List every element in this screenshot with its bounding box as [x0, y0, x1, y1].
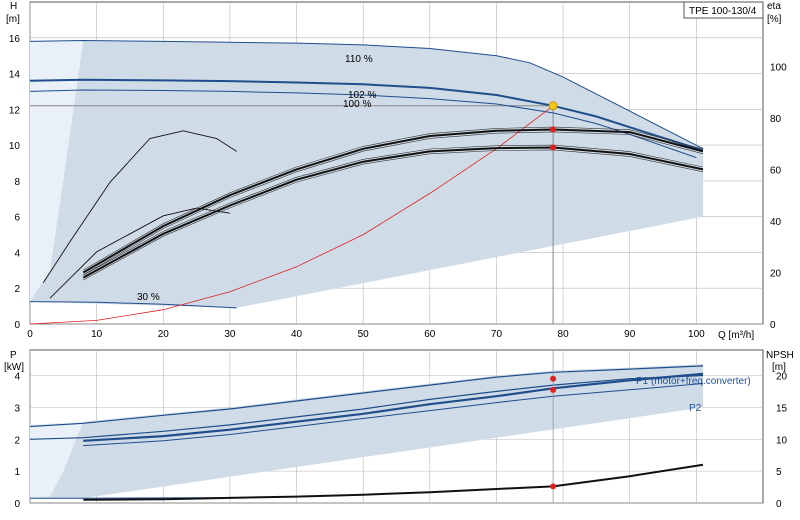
- top-x-label: Q [m³/h]: [718, 330, 754, 341]
- y-tick-label-h: 4: [14, 248, 20, 259]
- curve-30: [29, 301, 237, 309]
- y2-tick-label-eta: 80: [770, 114, 782, 125]
- eta-strand: [83, 131, 704, 276]
- y2-tick-label-eta: 0: [770, 320, 776, 331]
- p2-marker: [550, 386, 557, 393]
- y-tick-label-h: 16: [9, 34, 21, 45]
- npsh-marker: [550, 483, 557, 490]
- y-tick-label-p: 0: [14, 499, 20, 510]
- bottom-y-label-unit: [kW]: [4, 362, 24, 373]
- curve-102: [29, 78, 704, 152]
- eta-marker-lower: [550, 144, 557, 151]
- curve-100: [29, 89, 697, 159]
- top-curves: [29, 39, 704, 325]
- model-label: TPE 100-130/4: [689, 6, 757, 17]
- top-y2-label-symbol: eta: [767, 1, 781, 12]
- x-tick-label: 10: [91, 329, 103, 340]
- y-tick-label-p: 4: [14, 372, 20, 383]
- y-tick-label-h: 10: [9, 141, 21, 152]
- x-tick-label: 60: [424, 329, 436, 340]
- x-tick-label: 40: [291, 329, 303, 340]
- bottom-y2-label-unit: [m]: [772, 362, 786, 373]
- y-tick-label-h: 8: [14, 177, 20, 188]
- axis-ticks: 0 10 20 30 40 50 60 70 80 90 100024681012141602040…: [9, 34, 788, 510]
- x-tick-label: 30: [224, 329, 236, 340]
- y2-tick-label-npsh: 10: [776, 435, 788, 446]
- curve-label-100: 100 %: [343, 99, 371, 110]
- x-tick-label: 80: [558, 329, 570, 340]
- duty-point-marker: [548, 101, 558, 111]
- eta-strand: [83, 126, 704, 271]
- y-tick-label-p: 2: [14, 435, 20, 446]
- y2-tick-label-eta: 20: [770, 268, 782, 279]
- curve-label-102: 102 %: [348, 90, 376, 101]
- model-box: [683, 1, 764, 19]
- x-tick-label: 50: [358, 329, 370, 340]
- bottom-curves: [29, 350, 704, 503]
- curve-label-30: 30 %: [137, 292, 160, 303]
- eta-curve-lower: [82, 146, 704, 279]
- y2-tick-label-npsh: 20: [776, 372, 788, 383]
- envelope-light-bottom: [30, 421, 84, 499]
- y2-tick-label-npsh: 0: [776, 499, 782, 510]
- power-curve-4: [83, 383, 704, 447]
- y2-tick-label-npsh: 5: [776, 467, 782, 478]
- y-tick-label-p: 1: [14, 467, 20, 478]
- y2-tick-label-eta: 40: [770, 217, 782, 228]
- bottom-y2-label-symbol: NPSH: [766, 350, 794, 361]
- x-tick-label: 0: [27, 329, 33, 340]
- y-tick-label-h: 2: [14, 284, 20, 295]
- curve-110: [29, 39, 704, 150]
- y-tick-label-h: 12: [9, 105, 21, 116]
- y-tick-label-h: 0: [14, 320, 20, 331]
- series-label-p2: P2: [689, 403, 702, 414]
- x-tick-label: 20: [158, 329, 170, 340]
- x-tick-label: 70: [491, 329, 503, 340]
- top-y-label-unit: [m]: [6, 14, 20, 25]
- top-y2-label-unit: [%]: [767, 14, 782, 25]
- power-p1-curve: [29, 365, 704, 428]
- power-p2-curve: [29, 374, 704, 440]
- eta-curve-small-arc-2: [49, 207, 230, 299]
- curve-label-110: 110 %: [345, 54, 373, 65]
- y-tick-label-h: 14: [9, 70, 21, 81]
- x-tick-label: 90: [624, 329, 636, 340]
- p1-marker: [550, 375, 557, 382]
- top-y-label-symbol: H: [10, 1, 17, 12]
- y-tick-label-h: 6: [14, 213, 20, 224]
- y-tick-label-p: 3: [14, 403, 20, 414]
- x-tick-label: 100: [688, 329, 705, 340]
- npsh-curve: [83, 463, 704, 501]
- eta-curve-upper: [82, 128, 704, 274]
- eta-strand: [83, 149, 704, 281]
- power-band: [83, 372, 704, 442]
- system-curve: [29, 105, 554, 325]
- eta-marker-upper: [550, 126, 557, 133]
- y2-tick-label-eta: 60: [770, 165, 782, 176]
- y2-tick-label-eta: 100: [770, 62, 787, 73]
- eta-curve-small-arc: [42, 130, 237, 284]
- operating-envelope-top: [30, 40, 704, 308]
- series-label-p1: P1 (motor+freq.converter): [636, 376, 751, 387]
- bottom-y-label-symbol: P: [10, 350, 17, 361]
- eta-strand: [83, 144, 704, 276]
- y2-tick-label-npsh: 15: [776, 403, 788, 414]
